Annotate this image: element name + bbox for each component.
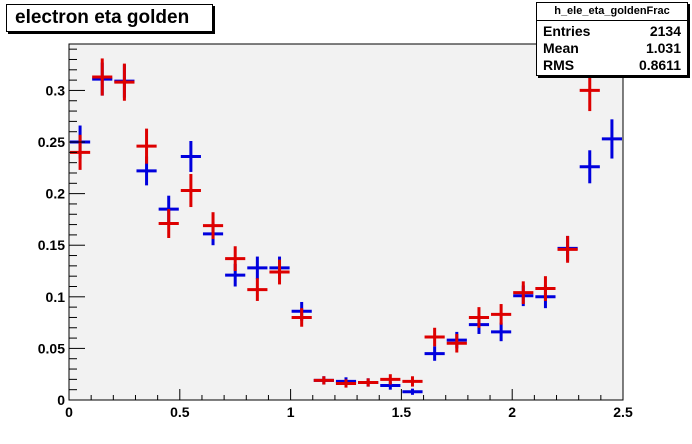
- data-point: [579, 150, 600, 184]
- axes: 0 0.5 1 1.5 2 2.5 0 0.05 0.1 0.15 0.2 0.25 0.3: [38, 48, 633, 420]
- data-point: [601, 119, 622, 159]
- stats-entries-value: 2134: [649, 23, 681, 39]
- data-point: [358, 378, 379, 387]
- data-point: [557, 235, 578, 263]
- data-point: [402, 376, 423, 387]
- data-point: [269, 259, 290, 285]
- data-point: [380, 374, 401, 385]
- y-tick-label: 0: [57, 392, 65, 408]
- data-point: [291, 308, 312, 327]
- plot-frame: [68, 43, 624, 401]
- data-point: [180, 140, 201, 172]
- data-point: [202, 212, 224, 240]
- data-point: [247, 256, 268, 280]
- data-markers: [70, 58, 622, 395]
- x-tick-label: 2: [508, 404, 516, 420]
- stats-box: h_ele_eta_goldenFrac Entries 2134 Mean 1…: [536, 2, 688, 76]
- y-tick-label: 0.15: [38, 237, 65, 253]
- data-point: [535, 276, 556, 301]
- stats-row-entries: Entries 2134: [543, 23, 681, 41]
- data-point: [136, 128, 157, 164]
- data-point: [247, 278, 268, 301]
- stats-mean-label: Mean: [543, 40, 579, 56]
- data-point: [335, 379, 357, 388]
- data-point: [424, 327, 445, 347]
- data-point: [114, 63, 135, 101]
- data-point: [180, 174, 201, 208]
- histogram-title-box: electron eta golden: [6, 4, 213, 32]
- y-tick-label: 0.2: [46, 186, 66, 202]
- x-tick-label: 1: [287, 404, 295, 420]
- data-point: [313, 376, 334, 385]
- data-point: [579, 69, 600, 112]
- y-tick-label: 0.3: [46, 82, 66, 98]
- data-point: [225, 246, 246, 272]
- data-point: [402, 388, 423, 395]
- stats-entries-label: Entries: [543, 23, 591, 39]
- data-point: [92, 58, 113, 96]
- y-tick-label: 0.25: [38, 134, 65, 150]
- data-point: [158, 209, 179, 238]
- stats-row-rms: RMS 0.8611: [543, 57, 681, 75]
- stats-rms-value: 0.8611: [638, 57, 681, 73]
- data-point: [424, 346, 445, 361]
- data-point: [468, 307, 490, 328]
- data-point: [491, 322, 512, 342]
- series-1: [70, 58, 600, 388]
- stats-rms-label: RMS: [543, 57, 575, 73]
- x-tick-label: 0.5: [170, 404, 190, 420]
- y-tick-label: 0.05: [38, 340, 65, 356]
- data-point: [491, 304, 512, 325]
- data-point: [513, 281, 534, 305]
- stats-mean-value: 1.031: [645, 40, 681, 56]
- stats-row-mean: Mean 1.031: [543, 40, 681, 58]
- x-tick-label: 2.5: [613, 404, 633, 420]
- data-point: [446, 333, 467, 353]
- y-tick-label: 0.1: [46, 289, 66, 305]
- x-tick-label: 0: [65, 404, 73, 420]
- histogram-title: electron eta golden: [15, 7, 190, 28]
- x-tick-label: 1.5: [392, 404, 412, 420]
- stats-histogram-name: h_ele_eta_goldenFrac: [537, 3, 687, 21]
